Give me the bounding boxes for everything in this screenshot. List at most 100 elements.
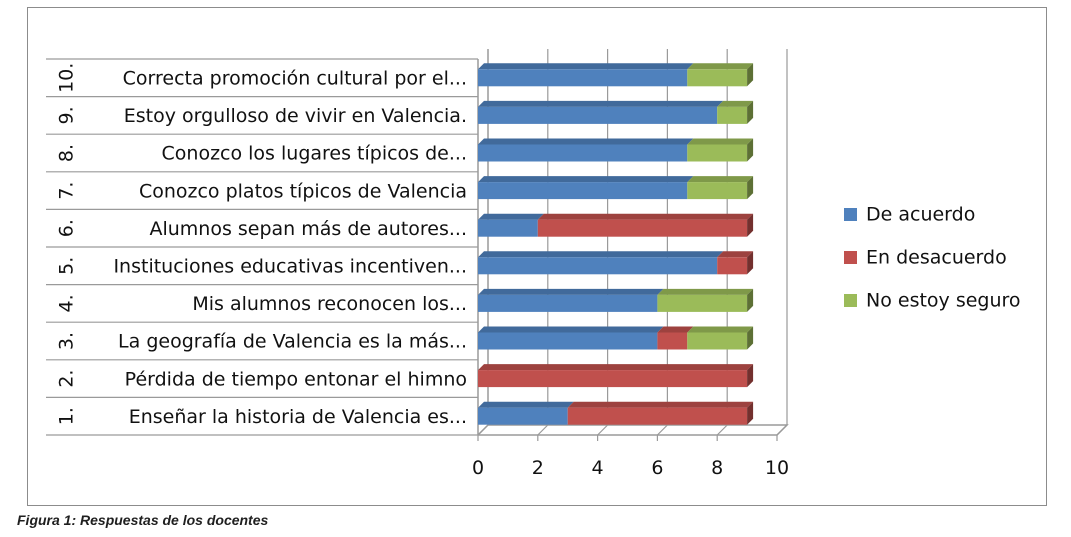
x-tick-label: 10: [765, 457, 789, 479]
bar-segment: [478, 100, 724, 124]
legend-swatch: [844, 294, 857, 307]
bar-top-face: [478, 138, 694, 145]
bar-front-face: [478, 257, 718, 275]
bar-front-face: [478, 144, 688, 162]
bar-side-face: [747, 176, 754, 200]
bar-segment: [687, 63, 754, 87]
bar-top-face: [717, 100, 754, 107]
legend-swatch: [844, 208, 857, 221]
figure-caption: Figura 1: Respuestas de los docentes: [17, 512, 269, 528]
bar-side-face: [747, 63, 754, 87]
x-tick-label: 6: [651, 457, 663, 479]
legend-label: No estoy seguro: [866, 290, 1021, 312]
bar-front-face: [687, 69, 748, 87]
bar-front-face: [687, 144, 748, 162]
bar-top-face: [567, 401, 754, 408]
bar-segment: [478, 213, 544, 237]
bar-front-face: [478, 332, 658, 350]
bar-front-face: [687, 182, 748, 200]
x-tick-label: 0: [472, 457, 484, 479]
floor-gridline: [477, 424, 489, 436]
bar-front-face: [478, 219, 538, 237]
category-number: 9.: [56, 106, 78, 124]
bar-segment: [567, 401, 754, 425]
bar-top-face: [687, 176, 754, 183]
bar-front-face: [478, 106, 718, 124]
bar-front-face: [717, 106, 748, 124]
legend-swatch: [844, 251, 857, 264]
category-number: 7.: [56, 182, 78, 200]
floor-gridline: [597, 424, 609, 436]
floor-gridline: [537, 424, 549, 436]
legend: De acuerdo En desacuerdo No estoy seguro: [844, 204, 1021, 312]
category-label: Enseñar la historia de Valencia es...: [129, 406, 467, 428]
bar-segment: [717, 100, 754, 124]
bar-front-face: [478, 407, 568, 425]
x-tick-label: 2: [532, 457, 544, 479]
bar-segment: [687, 138, 754, 162]
bar-side-face: [747, 326, 754, 350]
category-number: 5.: [56, 257, 78, 275]
bar-front-face: [687, 332, 748, 350]
bar-top-face: [717, 251, 754, 258]
bar-top-face: [478, 100, 724, 107]
bar-segment: [537, 213, 754, 237]
legend-label: De acuerdo: [866, 204, 975, 226]
bar-side-face: [747, 401, 754, 425]
bar-front-face: [478, 294, 658, 312]
category-number: 8.: [56, 144, 78, 162]
bar-top-face: [478, 401, 574, 408]
bars: [478, 63, 754, 425]
bar-top-face: [657, 288, 754, 295]
bar-side-face: [747, 213, 754, 237]
bar-segment: [657, 326, 694, 350]
floor-gridline: [716, 424, 728, 436]
bar-side-face: [747, 288, 754, 312]
bar-segment: [478, 176, 694, 200]
bar-segment: [478, 364, 754, 388]
bar-front-face: [657, 294, 748, 312]
category-label: La geografía de Valencia es la más...: [118, 331, 467, 353]
bar-front-face: [478, 69, 688, 87]
floor-gridline: [776, 424, 788, 436]
category-number: 4.: [56, 294, 78, 312]
bar-segment: [478, 138, 694, 162]
bar-side-face: [747, 251, 754, 275]
category-label: Conozco platos típicos de Valencia: [139, 180, 467, 202]
bar-segment: [687, 176, 754, 200]
category-label: Correcta promoción cultural por el...: [123, 67, 467, 89]
bar-front-face: [537, 219, 748, 237]
floor-gridline: [656, 424, 668, 436]
bar-segment: [687, 326, 754, 350]
bar-side-face: [747, 364, 754, 388]
bar-top-face: [687, 138, 754, 145]
bar-segment: [478, 251, 724, 275]
legend-label: En desacuerdo: [866, 247, 1007, 269]
bar-top-face: [478, 326, 664, 333]
category-label: Pérdida de tiempo entonar el himno: [125, 368, 467, 390]
bar-top-face: [537, 213, 754, 220]
category-number: 1.: [56, 407, 78, 425]
x-tick-label: 4: [592, 457, 604, 479]
bar-segment: [478, 401, 574, 425]
category-label: Instituciones educativas incentiven...: [113, 255, 467, 277]
bar-top-face: [478, 364, 754, 371]
bar-top-face: [478, 176, 694, 183]
category-label: Conozco los lugares típicos de...: [162, 143, 467, 165]
bar-front-face: [478, 370, 748, 388]
category-number: 6.: [56, 219, 78, 237]
category-number: 10.: [56, 63, 78, 93]
bar-side-face: [747, 100, 754, 124]
bar-top-face: [478, 251, 724, 258]
bar-top-face: [657, 326, 694, 333]
bar-segment: [478, 288, 664, 312]
bar-segment: [478, 63, 694, 87]
category-label: Mis alumnos reconocen los...: [192, 293, 467, 315]
bar-segment: [657, 288, 754, 312]
category-number: 2.: [56, 370, 78, 388]
bar-segment: [478, 326, 664, 350]
bar-front-face: [717, 257, 748, 275]
bar-side-face: [747, 138, 754, 162]
bar-segment: [717, 251, 754, 275]
